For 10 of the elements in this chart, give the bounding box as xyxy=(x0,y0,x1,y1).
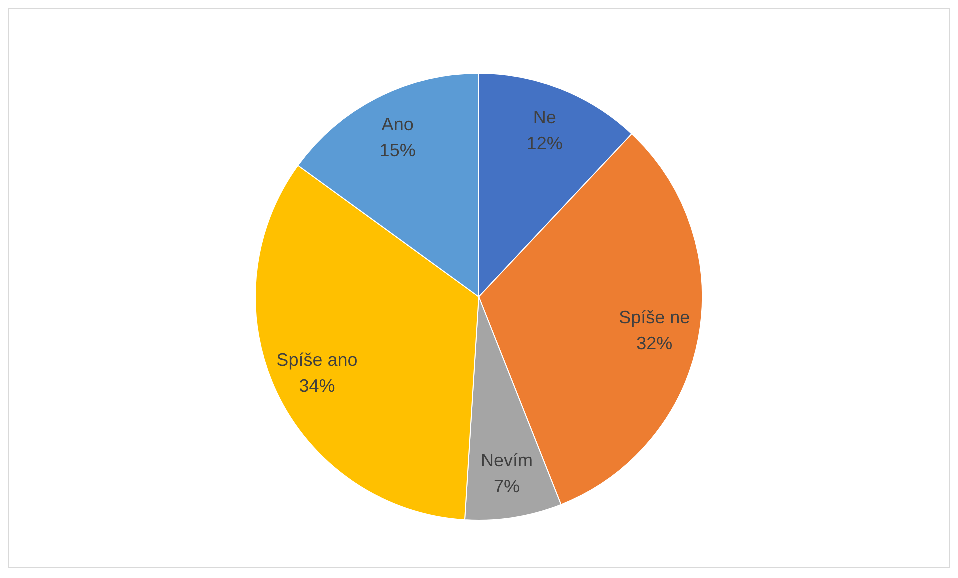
data-label: 32% xyxy=(636,333,673,354)
data-label: 34% xyxy=(299,376,336,396)
slice-label: Ne xyxy=(533,108,556,128)
data-label: 12% xyxy=(526,134,563,154)
slice-label: Spíše ne xyxy=(619,307,690,328)
slice-label: Spíše ano xyxy=(276,350,358,370)
slice-label: Nevím xyxy=(480,450,533,471)
slice-label: Ano xyxy=(382,114,414,135)
data-label: 7% xyxy=(494,476,520,497)
data-label: 15% xyxy=(380,140,416,161)
